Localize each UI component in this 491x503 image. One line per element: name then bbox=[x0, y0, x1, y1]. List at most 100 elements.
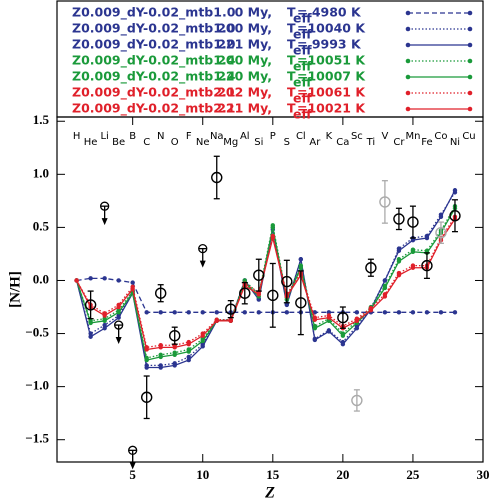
legend-dot bbox=[405, 26, 411, 32]
x-tick-label: 25 bbox=[406, 467, 420, 482]
series-dot bbox=[312, 317, 318, 322]
x-tick-label: 30 bbox=[477, 467, 490, 482]
series-dot bbox=[340, 341, 346, 347]
legend-teff-symbol: T bbox=[287, 101, 296, 116]
legend-age: 202 My, bbox=[217, 85, 272, 100]
series-line bbox=[76, 218, 456, 351]
x-tick-label: 15 bbox=[266, 467, 280, 482]
series-dot bbox=[88, 334, 93, 339]
observation bbox=[239, 287, 251, 299]
series-line bbox=[76, 277, 455, 313]
element-label: B bbox=[129, 131, 136, 142]
element-label: Sc bbox=[351, 131, 363, 142]
series-dot bbox=[396, 248, 402, 253]
legend-age: 221 My, bbox=[217, 101, 272, 116]
element-label: Ti bbox=[366, 137, 376, 148]
series-dot bbox=[186, 341, 191, 347]
legend-age: 220 My, bbox=[217, 69, 272, 84]
series-dot bbox=[284, 310, 290, 315]
series-dot bbox=[158, 310, 163, 315]
series-dot bbox=[410, 310, 416, 315]
element-label: C bbox=[143, 137, 150, 148]
legend-name: Z0.009_dY-0.02_mtb2.1 bbox=[72, 101, 235, 117]
series-dot bbox=[396, 259, 402, 264]
observation bbox=[154, 287, 167, 299]
y-tick-label: −0.5 bbox=[25, 325, 49, 340]
series-dot bbox=[242, 310, 247, 315]
legend-teff: =10007 K bbox=[297, 69, 366, 84]
series-dot bbox=[144, 357, 149, 363]
series-dot bbox=[382, 310, 388, 315]
legend-dot bbox=[467, 10, 473, 16]
element-label: S bbox=[284, 137, 290, 148]
legend-age: 0 My, bbox=[235, 5, 272, 20]
series-dot bbox=[382, 285, 388, 291]
series-dot bbox=[270, 225, 276, 230]
observation bbox=[267, 289, 279, 302]
series-dot bbox=[382, 278, 388, 283]
legend-dot bbox=[405, 106, 411, 112]
series-dot bbox=[312, 337, 318, 343]
element-label: Al bbox=[240, 131, 250, 142]
legend-teff-subscript: eff bbox=[293, 11, 312, 26]
legend-dot bbox=[405, 58, 411, 64]
observation bbox=[393, 213, 405, 225]
x-axis-label: Z bbox=[264, 485, 275, 502]
series-dot bbox=[158, 345, 163, 350]
observation bbox=[407, 216, 419, 228]
series-dot bbox=[228, 318, 233, 324]
series-dot bbox=[340, 333, 346, 338]
element-label: Na bbox=[210, 131, 224, 142]
element-label: Li bbox=[100, 131, 108, 142]
series-dot bbox=[88, 276, 93, 281]
element-label: Cu bbox=[462, 131, 475, 142]
series-dot bbox=[256, 297, 261, 302]
y-axis-label: [N/H] bbox=[7, 271, 23, 308]
series-dot bbox=[172, 352, 177, 357]
series-dot bbox=[214, 318, 219, 324]
series-dot bbox=[312, 310, 318, 315]
observation bbox=[140, 391, 153, 403]
legend-teff-symbol: T bbox=[287, 5, 296, 20]
series-dot bbox=[102, 318, 107, 324]
series-dot bbox=[200, 338, 205, 344]
legend-teff-subscript: eff bbox=[293, 107, 312, 122]
legend-name: Z0.009_dY-0.02_mtb2.1 bbox=[72, 85, 235, 101]
legend-dot bbox=[405, 42, 411, 48]
legend-dot bbox=[467, 90, 473, 96]
series-dot bbox=[326, 318, 332, 324]
series-dot bbox=[200, 344, 205, 349]
series-dot bbox=[130, 280, 135, 285]
observation bbox=[281, 275, 293, 288]
element-label: K bbox=[326, 131, 333, 142]
legend-teff-symbol: T bbox=[287, 69, 296, 84]
series-line bbox=[75, 192, 456, 367]
element-label: Co bbox=[434, 131, 447, 142]
x-tick-label: 10 bbox=[196, 467, 209, 482]
series-dot bbox=[284, 302, 290, 308]
observation bbox=[435, 227, 447, 239]
upper-limit-head bbox=[129, 462, 136, 470]
series-dot bbox=[382, 294, 388, 299]
series-dot bbox=[186, 310, 191, 315]
series-dot bbox=[172, 310, 177, 315]
series-dot bbox=[354, 318, 360, 324]
series-dot bbox=[452, 310, 458, 315]
legend-dot bbox=[405, 10, 411, 16]
series-dot bbox=[354, 310, 360, 315]
element-label: Mg bbox=[223, 137, 238, 148]
legend-name: Z0.009_dY-0.02_mtb1.4 bbox=[72, 53, 236, 69]
series-dot bbox=[116, 315, 121, 320]
legend-teff: = 9993 K bbox=[297, 37, 362, 52]
series-dot bbox=[298, 265, 304, 270]
series-dot bbox=[88, 320, 93, 326]
upper-limit-head bbox=[101, 218, 108, 226]
element-label: Ni bbox=[450, 137, 460, 148]
legend-teff-symbol: T bbox=[287, 21, 296, 36]
series-dot bbox=[396, 310, 402, 315]
legend-teff-subscript: eff bbox=[293, 75, 312, 90]
legend-dot bbox=[467, 42, 473, 48]
